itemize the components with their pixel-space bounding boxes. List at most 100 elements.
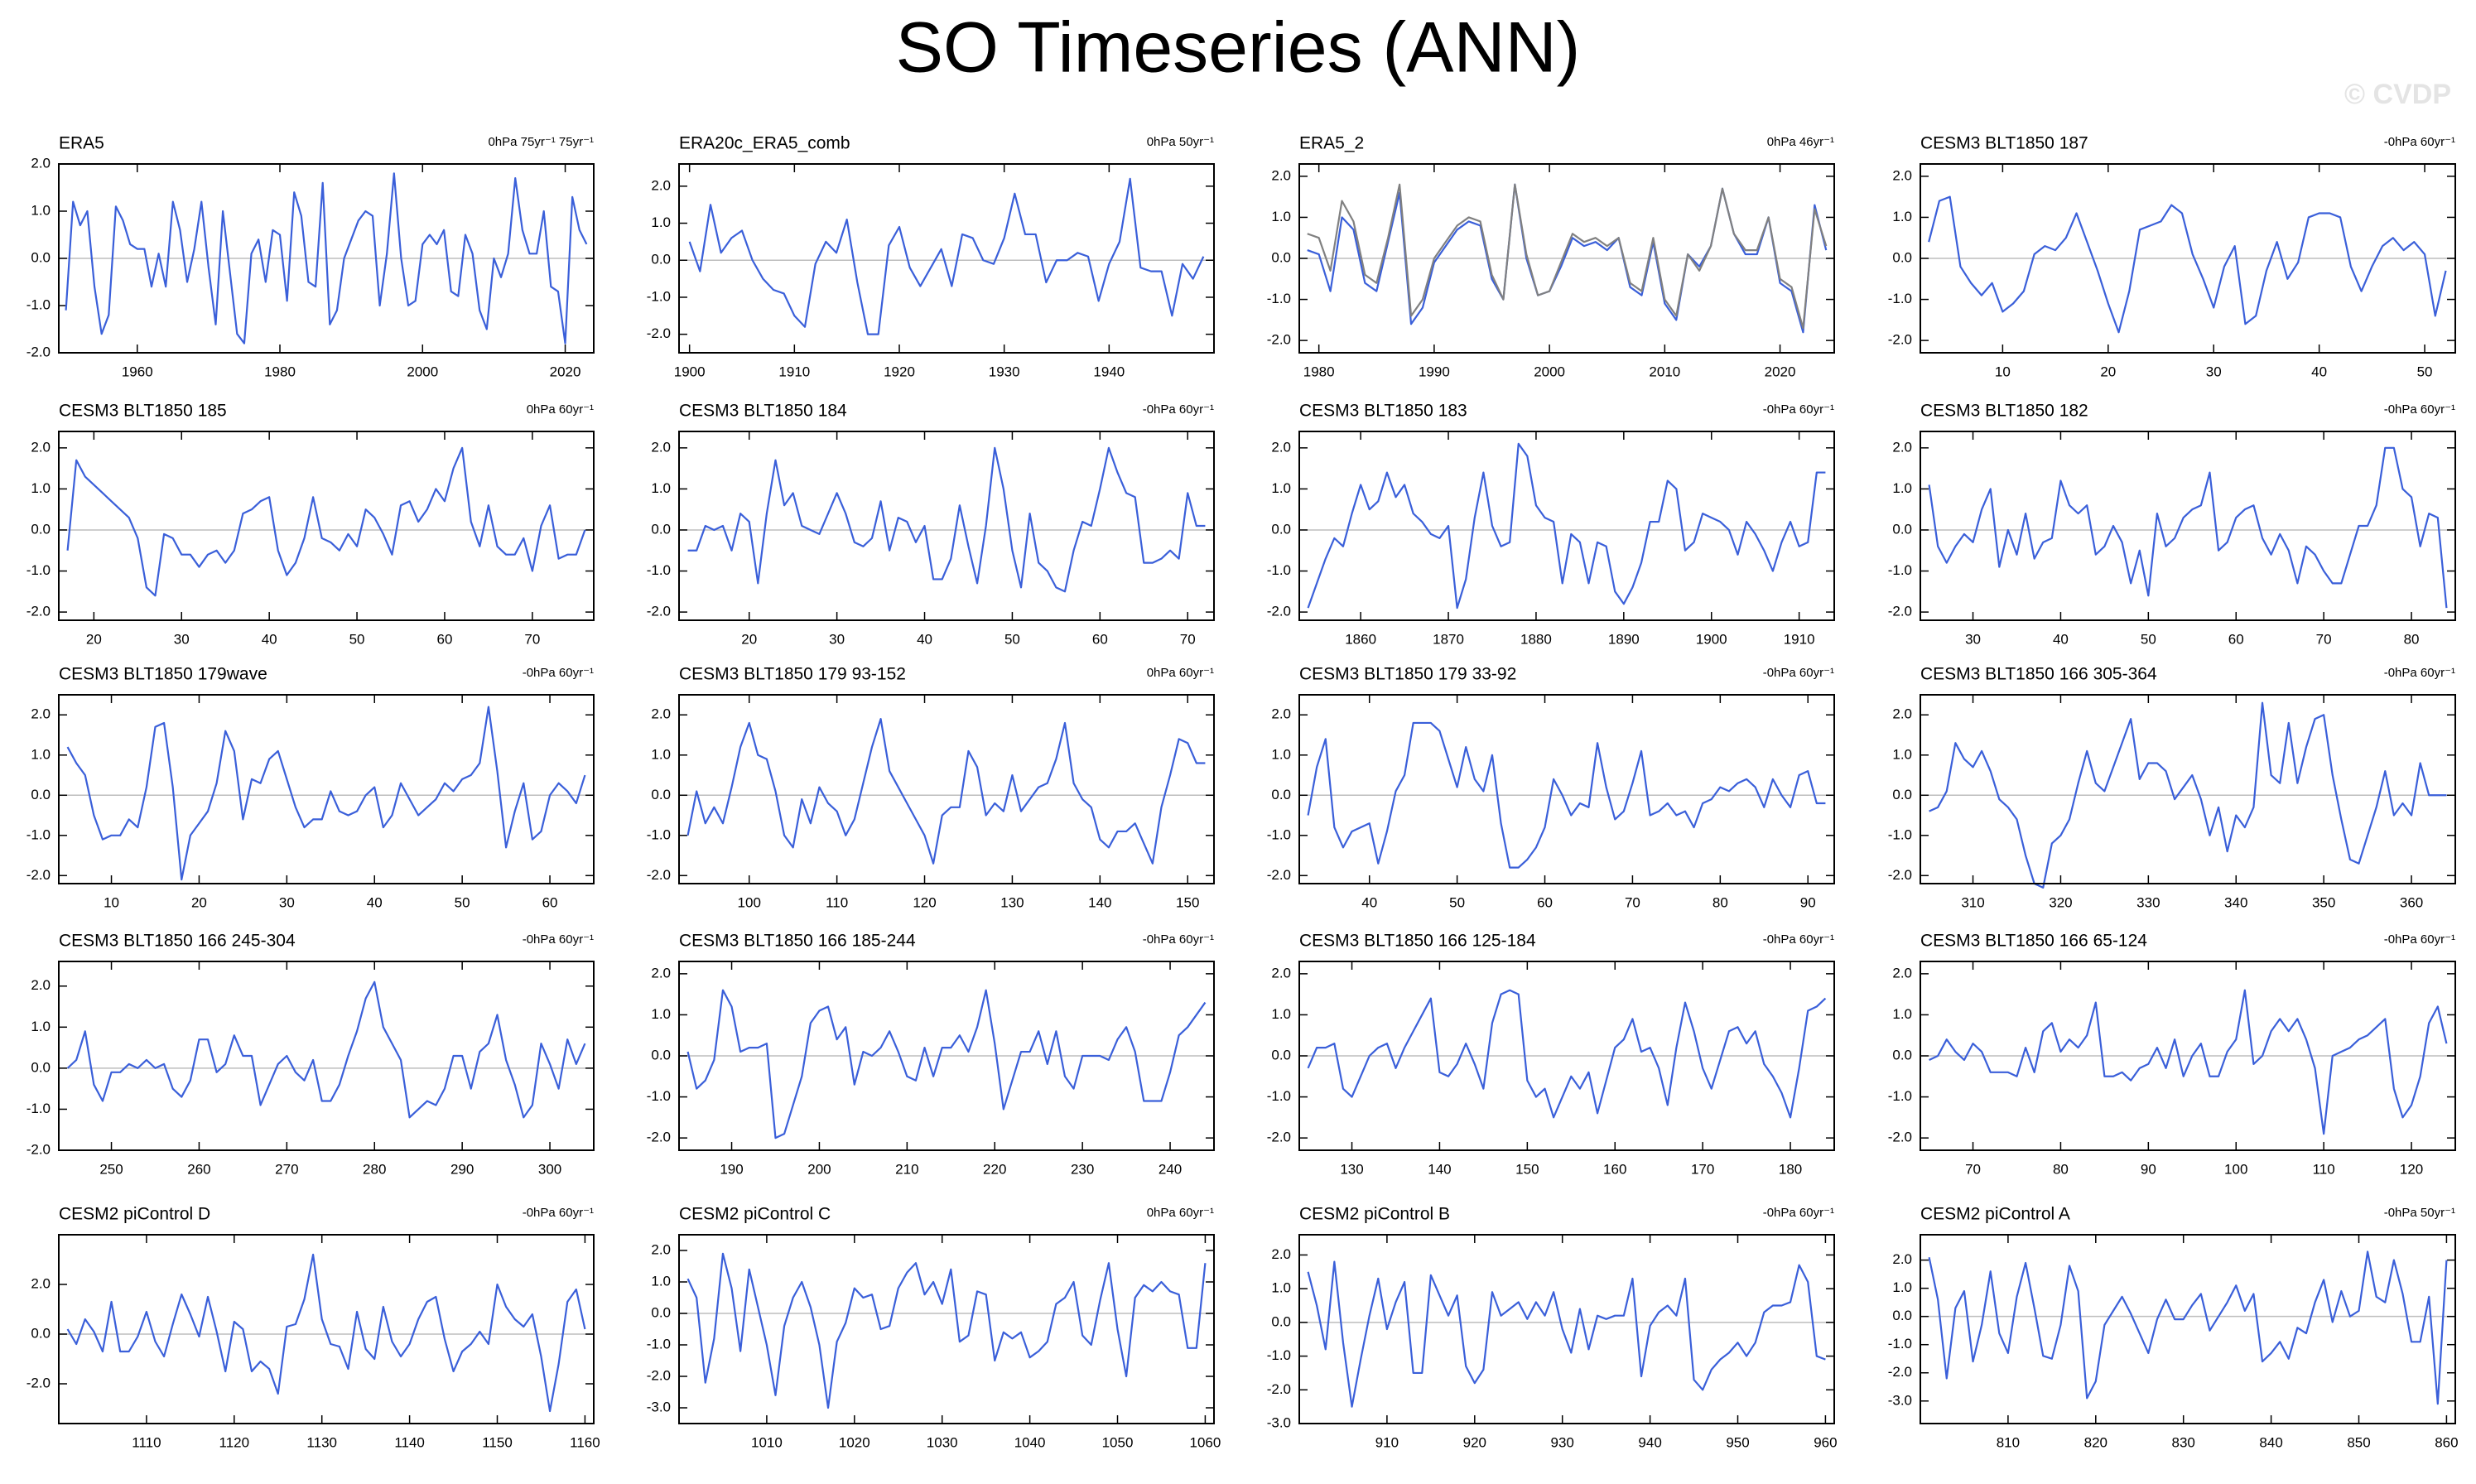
y-tick-label: 0.0 bbox=[31, 249, 51, 265]
plot-frame bbox=[1920, 694, 2456, 884]
y-tick-label: 2.0 bbox=[1892, 439, 1912, 455]
plot-frame bbox=[58, 431, 595, 621]
x-tick-label: 60 bbox=[1537, 894, 1553, 910]
y-tick-label: -1.0 bbox=[26, 826, 51, 842]
x-tick-label: 80 bbox=[2404, 631, 2420, 647]
x-tick-label: 140 bbox=[1088, 894, 1111, 910]
panel-title: CESM2 piControl C bbox=[679, 1205, 831, 1224]
y-tick-label: -2.0 bbox=[647, 325, 671, 341]
series-line bbox=[1307, 442, 1826, 610]
x-tick-label: 20 bbox=[2100, 364, 2116, 379]
panel-title: CESM3 BLT1850 182 bbox=[1920, 402, 2088, 421]
x-tick-label: 1980 bbox=[264, 364, 296, 379]
x-tick-label: 120 bbox=[2400, 1161, 2423, 1177]
y-tick-label: -3.0 bbox=[1888, 1392, 1912, 1408]
panel-subtitle: 0hPa 46yr⁻¹ bbox=[1767, 135, 1834, 149]
x-tick-label: 290 bbox=[450, 1161, 474, 1177]
plot-frame bbox=[1920, 431, 2456, 621]
x-tick-label: 30 bbox=[174, 631, 190, 647]
x-tick-label: 20 bbox=[191, 894, 207, 910]
y-tick-label: 1.0 bbox=[651, 1273, 671, 1289]
x-tick-label: 50 bbox=[2141, 631, 2156, 647]
y-tick-label: 1.0 bbox=[1271, 746, 1291, 762]
watermark: © CVDP bbox=[2344, 79, 2451, 110]
y-tick-label: -2.0 bbox=[1888, 1364, 1912, 1380]
y-tick-label: 2.0 bbox=[1271, 1246, 1291, 1262]
y-tick-label: 2.0 bbox=[651, 177, 671, 193]
x-tick-label: 310 bbox=[1961, 894, 1984, 910]
figure-title: SO Timeseries (ANN) bbox=[896, 8, 1581, 88]
y-tick-label: -1.0 bbox=[1267, 291, 1291, 306]
y-tick-label: 1.0 bbox=[1271, 1006, 1291, 1022]
panel-subtitle: -0hPa 60yr⁻¹ bbox=[523, 932, 594, 947]
y-tick-label: -2.0 bbox=[647, 604, 671, 619]
panel-title: CESM3 BLT1850 166 305-364 bbox=[1920, 665, 2157, 684]
x-tick-label: 70 bbox=[1965, 1161, 1981, 1177]
x-tick-label: 170 bbox=[1691, 1161, 1714, 1177]
plot-frame bbox=[678, 694, 1215, 884]
x-tick-label: 60 bbox=[542, 894, 558, 910]
y-tick-label: 2.0 bbox=[1892, 706, 1912, 722]
x-tick-label: 860 bbox=[2435, 1434, 2458, 1450]
x-tick-label: 130 bbox=[1000, 894, 1024, 910]
plot-frame bbox=[58, 694, 595, 884]
y-tick-label: -2.0 bbox=[1267, 1130, 1291, 1145]
y-tick-label: 0.0 bbox=[651, 1304, 671, 1320]
x-tick-label: 1910 bbox=[1784, 631, 1815, 647]
y-tick-label: 2.0 bbox=[1271, 167, 1291, 183]
plot-frame bbox=[678, 431, 1215, 621]
x-tick-label: 2000 bbox=[1534, 364, 1565, 379]
panel-title: CESM3 BLT1850 183 bbox=[1299, 402, 1467, 421]
y-tick-label: 1.0 bbox=[31, 202, 51, 218]
panel-subtitle: -0hPa 60yr⁻¹ bbox=[1763, 666, 1834, 680]
x-tick-label: 2020 bbox=[1765, 364, 1796, 379]
x-tick-label: 140 bbox=[1428, 1161, 1451, 1177]
y-tick-label: -2.0 bbox=[26, 1141, 51, 1157]
y-tick-label: -1.0 bbox=[1267, 826, 1291, 842]
y-tick-label: 0.0 bbox=[1271, 249, 1291, 265]
x-tick-label: 210 bbox=[895, 1161, 918, 1177]
panel-title: CESM3 BLT1850 179 93-152 bbox=[679, 665, 906, 684]
panel-title: CESM2 piControl A bbox=[1920, 1205, 2070, 1224]
y-tick-label: 2.0 bbox=[1271, 706, 1291, 722]
panel-subtitle: -0hPa 60yr⁻¹ bbox=[2384, 666, 2455, 680]
x-tick-label: 2000 bbox=[407, 364, 438, 379]
x-tick-label: 40 bbox=[1361, 894, 1377, 910]
x-tick-label: 70 bbox=[1180, 631, 1196, 647]
y-tick-label: -1.0 bbox=[1267, 1347, 1291, 1363]
y-tick-label: 0.0 bbox=[31, 1059, 51, 1075]
panel-title: ERA5_2 bbox=[1299, 134, 1364, 153]
x-tick-label: 1880 bbox=[1520, 631, 1552, 647]
x-tick-label: 120 bbox=[913, 894, 936, 910]
y-tick-label: 1.0 bbox=[1892, 1006, 1912, 1022]
x-tick-label: 80 bbox=[2053, 1161, 2069, 1177]
y-tick-label: 1.0 bbox=[651, 746, 671, 762]
panel-subtitle: 0hPa 50yr⁻¹ bbox=[1147, 135, 1214, 149]
panel-subtitle: -0hPa 60yr⁻¹ bbox=[1763, 1206, 1834, 1220]
y-tick-label: 0.0 bbox=[1892, 249, 1912, 265]
y-tick-label: -1.0 bbox=[647, 1336, 671, 1352]
y-tick-label: -2.0 bbox=[1888, 867, 1912, 883]
x-tick-label: 920 bbox=[1463, 1434, 1486, 1450]
y-tick-label: -1.0 bbox=[26, 562, 51, 578]
y-tick-label: 1.0 bbox=[1271, 1280, 1291, 1296]
x-tick-label: 60 bbox=[2228, 631, 2244, 647]
plot-frame bbox=[58, 1234, 595, 1424]
x-tick-label: 20 bbox=[741, 631, 757, 647]
panel-title: CESM3 BLT1850 184 bbox=[679, 402, 847, 421]
y-tick-label: -2.0 bbox=[1888, 1130, 1912, 1145]
x-tick-label: 70 bbox=[524, 631, 540, 647]
x-tick-label: 1050 bbox=[1102, 1434, 1134, 1450]
y-tick-label: -1.0 bbox=[26, 1101, 51, 1116]
y-tick-label: 2.0 bbox=[651, 1241, 671, 1257]
x-tick-label: 200 bbox=[807, 1161, 831, 1177]
panel-title: CESM3 BLT1850 166 65-124 bbox=[1920, 932, 2147, 951]
x-tick-label: 40 bbox=[367, 894, 383, 910]
panel-title: CESM3 BLT1850 166 245-304 bbox=[59, 932, 296, 951]
panel-subtitle: -0hPa 50yr⁻¹ bbox=[2384, 1206, 2455, 1220]
y-tick-label: 1.0 bbox=[651, 214, 671, 230]
y-tick-label: 0.0 bbox=[1892, 787, 1912, 802]
y-tick-label: 0.0 bbox=[1271, 787, 1291, 802]
y-tick-label: 1.0 bbox=[31, 480, 51, 496]
